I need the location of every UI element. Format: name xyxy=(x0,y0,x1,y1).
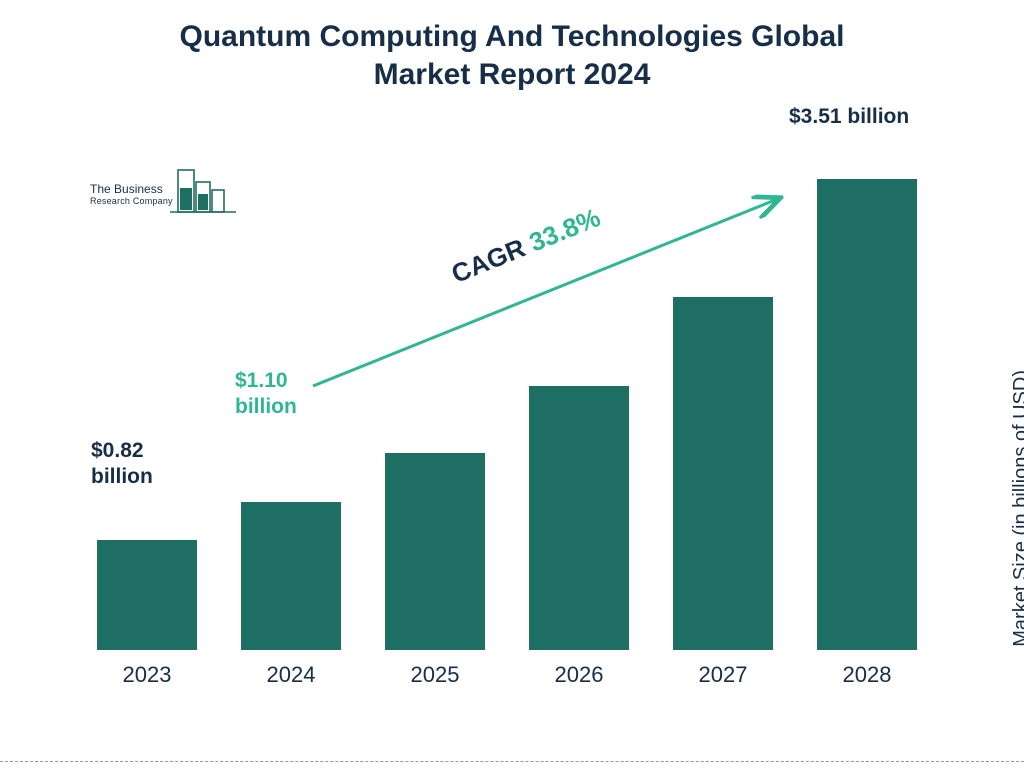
title-line-2: Market Report 2024 xyxy=(374,58,651,91)
x-label-2023: 2023 xyxy=(97,662,197,688)
cagr-prefix: CAGR xyxy=(447,230,536,289)
x-label-2027: 2027 xyxy=(673,662,773,688)
cagr-label: CAGR 33.8% xyxy=(447,202,605,290)
x-label-2026: 2026 xyxy=(529,662,629,688)
title-line-1: Quantum Computing And Technologies Globa… xyxy=(180,20,845,53)
cagr-percent: 33.8% xyxy=(525,202,605,257)
bar-2024 xyxy=(241,502,341,650)
chart-title: Quantum Computing And Technologies Globa… xyxy=(0,18,1024,93)
x-label-2024: 2024 xyxy=(241,662,341,688)
chart-area: CAGR 33.8% $0.82billion$1.10billion$3.51… xyxy=(85,140,925,690)
value-label-0: $0.82billion xyxy=(91,438,211,491)
bar-plot: CAGR 33.8% $0.82billion$1.10billion$3.51… xyxy=(85,140,925,650)
value-label-2: $3.51 billion xyxy=(789,104,969,130)
bar-2025 xyxy=(385,453,485,650)
x-label-2025: 2025 xyxy=(385,662,485,688)
y-axis-label: Market Size (in billions of USD) xyxy=(1010,370,1024,647)
cagr-arrow xyxy=(85,140,925,650)
bar-2028 xyxy=(817,179,917,650)
value-label-1: $1.10billion xyxy=(235,368,355,421)
x-label-2028: 2028 xyxy=(817,662,917,688)
bar-2023 xyxy=(97,540,197,650)
bottom-dashed-line xyxy=(0,761,1024,762)
bar-2026 xyxy=(529,386,629,650)
bar-2027 xyxy=(673,297,773,650)
